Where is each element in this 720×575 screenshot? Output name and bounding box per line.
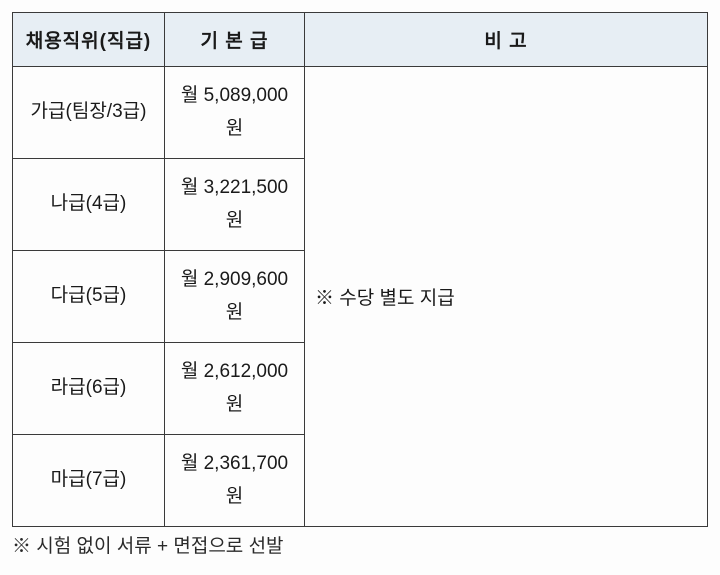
table-row: 가급(팀장/3급) 월 5,089,000 원 ※ 수당 별도 지급 (13, 67, 708, 159)
header-note: 비 고 (305, 13, 708, 67)
cell-position: 가급(팀장/3급) (13, 67, 165, 159)
footnote: ※ 시험 없이 서류 + 면접으로 선발 (12, 531, 708, 558)
cell-salary: 월 2,612,000 원 (165, 343, 305, 435)
cell-position: 마급(7급) (13, 435, 165, 527)
cell-salary: 월 2,361,700 원 (165, 435, 305, 527)
table-header-row: 채용직위(직급) 기 본 급 비 고 (13, 13, 708, 67)
salary-amount: 월 3,221,500 (181, 177, 288, 198)
salary-amount: 월 5,089,000 (181, 85, 288, 106)
salary-amount: 월 2,361,700 (181, 453, 288, 474)
salary-amount: 월 2,612,000 (181, 361, 288, 382)
salary-unit: 원 (226, 486, 243, 507)
salary-unit: 원 (226, 210, 243, 231)
header-salary: 기 본 급 (165, 13, 305, 67)
salary-unit: 원 (226, 394, 243, 415)
cell-salary: 월 2,909,600 원 (165, 251, 305, 343)
cell-salary: 월 3,221,500 원 (165, 159, 305, 251)
note-text: ※ 수당 별도 지급 (315, 288, 455, 309)
cell-note: ※ 수당 별도 지급 (305, 67, 708, 527)
salary-unit: 원 (226, 302, 243, 323)
cell-position: 라급(6급) (13, 343, 165, 435)
cell-position: 나급(4급) (13, 159, 165, 251)
salary-table: 채용직위(직급) 기 본 급 비 고 가급(팀장/3급) 월 5,089,000… (12, 12, 708, 527)
salary-amount: 월 2,909,600 (181, 269, 288, 290)
salary-unit: 원 (226, 118, 243, 139)
cell-salary: 월 5,089,000 원 (165, 67, 305, 159)
cell-position: 다급(5급) (13, 251, 165, 343)
header-position: 채용직위(직급) (13, 13, 165, 67)
